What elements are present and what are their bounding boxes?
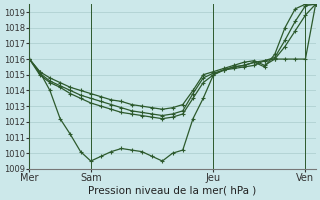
- X-axis label: Pression niveau de la mer( hPa ): Pression niveau de la mer( hPa ): [88, 186, 257, 196]
